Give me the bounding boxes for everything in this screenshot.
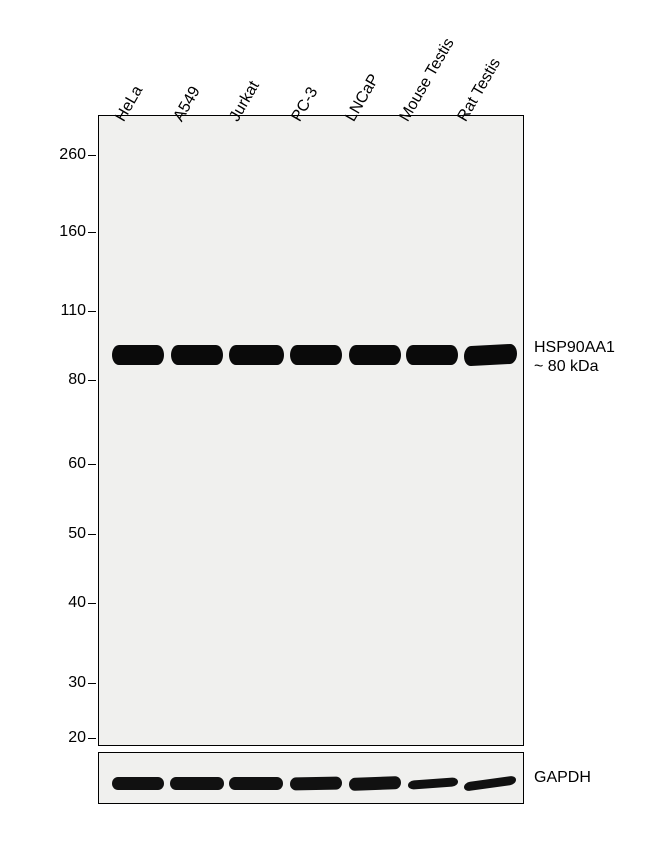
hsp90-band-lane-6 bbox=[464, 344, 517, 367]
mw-label-50: 50 bbox=[50, 525, 86, 543]
mw-label-260: 260 bbox=[50, 146, 86, 164]
mw-tick-30 bbox=[88, 683, 96, 684]
right-label-line1-1: GAPDH bbox=[534, 768, 591, 787]
gapdh-band-lane-0 bbox=[112, 777, 164, 790]
right-label-line2-0: ~ 80 kDa bbox=[534, 357, 615, 376]
western-blot-figure: HeLaA549JurkatPC-3LNCaPMouse TestisRat T… bbox=[0, 0, 650, 861]
hsp90-band-lane-3 bbox=[290, 345, 342, 365]
mw-tick-60 bbox=[88, 464, 96, 465]
mw-tick-260 bbox=[88, 155, 96, 156]
right-label-line1-0: HSP90AA1 bbox=[534, 338, 615, 357]
mw-tick-20 bbox=[88, 738, 96, 739]
mw-label-160: 160 bbox=[50, 223, 86, 241]
right-label-1: GAPDH bbox=[534, 768, 591, 787]
hsp90-band-lane-0 bbox=[112, 345, 164, 365]
mw-tick-160 bbox=[88, 232, 96, 233]
hsp90-band-lane-2 bbox=[229, 345, 284, 365]
mw-label-80: 80 bbox=[50, 371, 86, 389]
mw-label-30: 30 bbox=[50, 674, 86, 692]
mw-label-60: 60 bbox=[50, 455, 86, 473]
mw-tick-80 bbox=[88, 380, 96, 381]
mw-label-40: 40 bbox=[50, 594, 86, 612]
main-blot-panel bbox=[98, 115, 524, 746]
mw-label-20: 20 bbox=[50, 729, 86, 747]
gapdh-band-lane-4 bbox=[349, 776, 401, 791]
hsp90-band-lane-4 bbox=[349, 345, 401, 365]
hsp90-band-lane-1 bbox=[171, 345, 223, 365]
mw-label-110: 110 bbox=[50, 302, 86, 320]
gapdh-band-lane-2 bbox=[229, 777, 283, 790]
lane-label-5: Mouse Testis bbox=[396, 35, 458, 125]
gapdh-band-lane-1 bbox=[170, 777, 224, 790]
mw-tick-110 bbox=[88, 311, 96, 312]
mw-tick-40 bbox=[88, 603, 96, 604]
mw-tick-50 bbox=[88, 534, 96, 535]
gapdh-band-lane-3 bbox=[290, 777, 342, 791]
right-label-0: HSP90AA1~ 80 kDa bbox=[534, 338, 615, 376]
hsp90-band-lane-5 bbox=[406, 345, 458, 365]
